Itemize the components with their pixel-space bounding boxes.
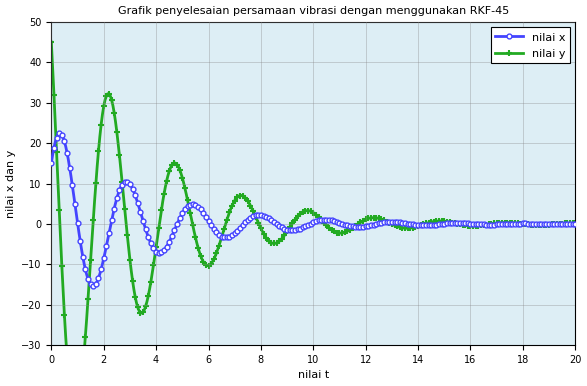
nilai x xyxy=(239,223,246,227)
Y-axis label: nilai x dan y: nilai x dan y xyxy=(5,149,16,218)
nilai x xyxy=(384,220,392,224)
nilai y xyxy=(383,219,390,224)
nilai x xyxy=(434,222,441,227)
Line: nilai y: nilai y xyxy=(48,39,579,386)
nilai x xyxy=(56,131,63,135)
nilai x xyxy=(90,284,97,288)
nilai x xyxy=(338,221,345,225)
nilai y xyxy=(433,219,440,223)
nilai y xyxy=(48,40,55,44)
nilai y xyxy=(336,231,343,235)
nilai y xyxy=(117,166,124,171)
Title: Grafik penyelesaian persamaan vibrasi dengan menggunakan RKF-45: Grafik penyelesaian persamaan vibrasi de… xyxy=(117,5,509,15)
X-axis label: nilai t: nilai t xyxy=(298,371,329,381)
nilai x xyxy=(48,161,55,166)
nilai y xyxy=(238,193,245,198)
nilai y xyxy=(572,221,579,226)
nilai x xyxy=(119,183,126,187)
nilai x xyxy=(572,222,579,226)
Line: nilai x: nilai x xyxy=(49,131,578,288)
nilai y xyxy=(312,212,319,217)
Legend: nilai x, nilai y: nilai x, nilai y xyxy=(491,27,570,63)
nilai x xyxy=(313,218,321,223)
